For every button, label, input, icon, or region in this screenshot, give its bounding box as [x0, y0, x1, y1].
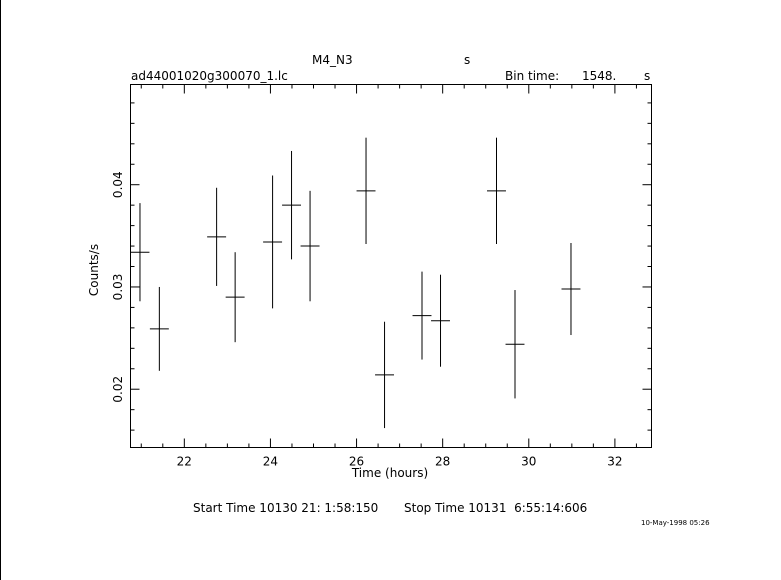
data-point: [487, 137, 506, 245]
data-point: [431, 274, 450, 367]
x-tick-label: 32: [607, 455, 622, 469]
plot-timestamp: 10-May-1998 05:26: [641, 519, 710, 527]
data-point: [505, 290, 525, 399]
y-tick-label: 0.03: [111, 274, 125, 301]
x-tick-label: 26: [349, 455, 364, 469]
data-point: [412, 271, 432, 360]
plot-title-unit: s: [464, 53, 471, 67]
start-time: Start Time 10130 21: 1:58:150: [193, 501, 379, 515]
data-point: [263, 175, 283, 309]
light-curve-filename: ad44001020g300070_1.lc: [131, 69, 288, 83]
data-point: [149, 286, 169, 371]
x-axis: 22 24 26 28 30 32: [140, 84, 637, 469]
y-axis: 0.02 0.03 0.04: [111, 102, 652, 431]
data-point: [225, 252, 245, 343]
x-axis-label: Time (hours): [351, 466, 428, 480]
plot-title: M4_N3: [312, 53, 353, 67]
data-series: [130, 137, 581, 429]
bin-time-label: Bin time:: [505, 69, 560, 83]
stop-time: Stop Time 10131 6:55:14:606: [404, 501, 588, 515]
data-point: [282, 150, 302, 260]
x-tick-label: 30: [521, 455, 536, 469]
data-point: [375, 321, 395, 429]
x-tick-label: 28: [435, 455, 450, 469]
data-point: [356, 137, 376, 245]
y-tick-label: 0.04: [111, 171, 125, 198]
plot-frame: [130, 84, 652, 448]
bin-time-value: 1548.: [582, 69, 617, 83]
bin-time-unit: s: [644, 69, 651, 83]
data-point: [207, 187, 227, 286]
data-point: [300, 190, 320, 302]
data-point: [130, 203, 150, 302]
x-tick-label: 22: [177, 455, 192, 469]
window-left-border: [0, 0, 1, 580]
y-tick-label: 0.02: [111, 376, 125, 403]
y-axis-label: Counts/s: [87, 244, 101, 296]
x-tick-label: 24: [263, 455, 278, 469]
data-point: [561, 242, 581, 336]
